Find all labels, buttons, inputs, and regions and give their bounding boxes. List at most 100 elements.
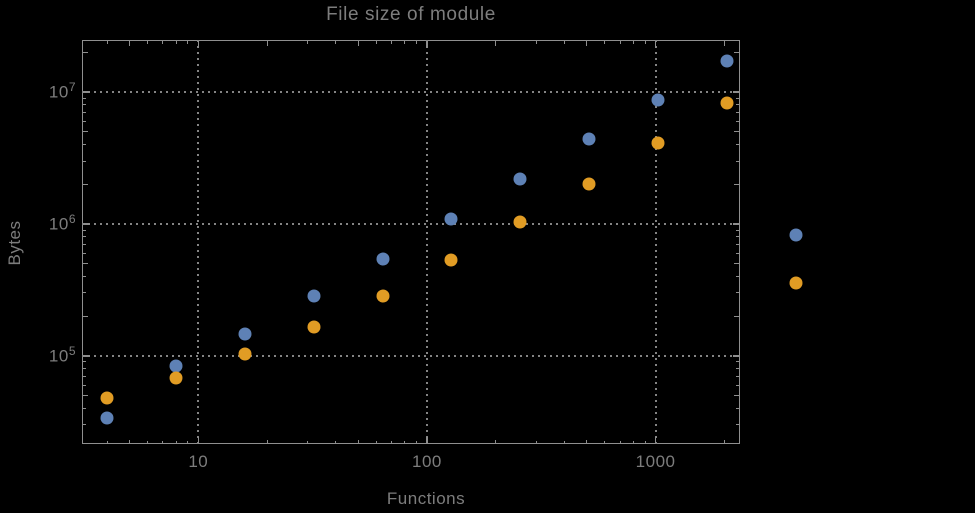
data-point-orange-series xyxy=(238,347,252,361)
data-point-blue-series xyxy=(513,172,527,186)
y-minor-tick xyxy=(83,361,87,363)
x-gridline xyxy=(425,40,428,444)
x-minor-tick xyxy=(147,441,149,444)
x-major-tick xyxy=(654,437,657,444)
y-minor-tick xyxy=(83,183,88,185)
data-point-orange-series xyxy=(100,391,114,405)
y-minor-tick xyxy=(735,97,739,99)
y-minor-tick xyxy=(734,395,739,397)
x-minor-tick xyxy=(644,441,646,444)
x-minor-tick xyxy=(632,41,634,45)
y-minor-tick xyxy=(734,131,739,133)
y-minor-tick xyxy=(83,104,87,106)
x-minor-tick xyxy=(357,439,359,444)
y-minor-tick xyxy=(83,229,87,231)
x-minor-tick xyxy=(404,441,406,444)
x-major-tick xyxy=(426,41,428,49)
x-minor-tick xyxy=(106,441,108,444)
y-minor-tick xyxy=(83,375,87,377)
x-minor-tick xyxy=(723,41,725,46)
data-point-blue-series xyxy=(789,228,803,242)
x-minor-tick xyxy=(306,41,308,45)
y-minor-tick xyxy=(83,263,88,265)
y-minor-tick xyxy=(735,243,739,245)
y-minor-tick xyxy=(83,275,87,277)
x-minor-tick xyxy=(335,441,337,444)
data-point-blue-series xyxy=(582,132,596,146)
y-minor-tick xyxy=(83,111,87,113)
y-minor-tick xyxy=(83,252,87,254)
y-minor-tick xyxy=(735,361,739,363)
y-tick-label: 107 xyxy=(48,79,76,102)
y-minor-tick xyxy=(735,292,739,294)
y-minor-tick xyxy=(735,252,739,254)
y-minor-tick xyxy=(83,395,88,397)
x-minor-tick xyxy=(187,441,189,444)
y-minor-tick xyxy=(734,183,739,185)
y-minor-tick xyxy=(83,384,87,386)
data-point-blue-series xyxy=(376,252,390,266)
y-major-tick xyxy=(733,355,740,357)
x-gridline xyxy=(197,40,200,444)
y-minor-tick xyxy=(83,243,87,245)
x-minor-tick xyxy=(723,439,725,444)
x-minor-tick xyxy=(128,439,130,444)
y-minor-tick xyxy=(83,51,88,53)
data-point-orange-series xyxy=(651,136,665,150)
data-point-orange-series xyxy=(582,177,596,191)
y-tick-label: 106 xyxy=(48,211,76,234)
y-minor-tick xyxy=(735,375,739,377)
y-minor-tick xyxy=(83,368,87,370)
y-minor-tick xyxy=(83,424,87,426)
y-minor-tick xyxy=(735,368,739,370)
x-minor-tick xyxy=(335,41,337,45)
x-minor-tick xyxy=(147,41,149,45)
y-minor-tick xyxy=(735,407,739,409)
y-gridline xyxy=(82,222,740,225)
x-minor-tick xyxy=(415,441,417,444)
y-minor-tick xyxy=(83,315,88,317)
x-minor-tick xyxy=(375,41,377,45)
y-minor-tick xyxy=(83,120,87,122)
data-point-orange-series xyxy=(513,215,527,229)
x-minor-tick xyxy=(619,441,621,444)
x-minor-tick xyxy=(495,41,497,46)
y-minor-tick xyxy=(735,424,739,426)
x-minor-tick xyxy=(162,41,164,45)
y-minor-tick xyxy=(735,275,739,277)
x-minor-tick xyxy=(106,41,108,45)
x-minor-tick xyxy=(187,41,189,45)
y-major-tick xyxy=(83,355,91,357)
x-minor-tick xyxy=(619,41,621,45)
data-point-orange-series xyxy=(444,253,458,267)
data-point-orange-series xyxy=(307,320,321,334)
x-minor-tick xyxy=(175,441,177,444)
x-minor-tick xyxy=(495,439,497,444)
x-minor-tick xyxy=(404,41,406,45)
x-minor-tick xyxy=(306,441,308,444)
data-point-blue-series xyxy=(651,93,665,107)
x-major-tick xyxy=(654,41,657,49)
x-minor-tick xyxy=(415,41,417,45)
y-minor-tick xyxy=(734,315,739,317)
plot-frame xyxy=(82,40,740,444)
y-minor-tick xyxy=(83,160,87,162)
y-major-tick xyxy=(733,91,740,93)
chart-title: File size of module xyxy=(326,4,496,25)
x-minor-tick xyxy=(586,439,588,444)
x-gridline xyxy=(654,40,657,444)
data-point-orange-series xyxy=(169,371,183,385)
y-minor-tick xyxy=(83,407,87,409)
y-minor-tick xyxy=(735,236,739,238)
x-minor-tick xyxy=(632,441,634,444)
x-axis-label: Functions xyxy=(386,489,466,508)
data-point-orange-series xyxy=(720,96,734,110)
x-minor-tick xyxy=(644,41,646,45)
x-minor-tick xyxy=(604,441,606,444)
x-minor-tick xyxy=(375,441,377,444)
y-minor-tick xyxy=(83,131,88,133)
x-minor-tick xyxy=(535,41,537,45)
y-minor-tick xyxy=(735,111,739,113)
x-minor-tick xyxy=(266,41,268,46)
